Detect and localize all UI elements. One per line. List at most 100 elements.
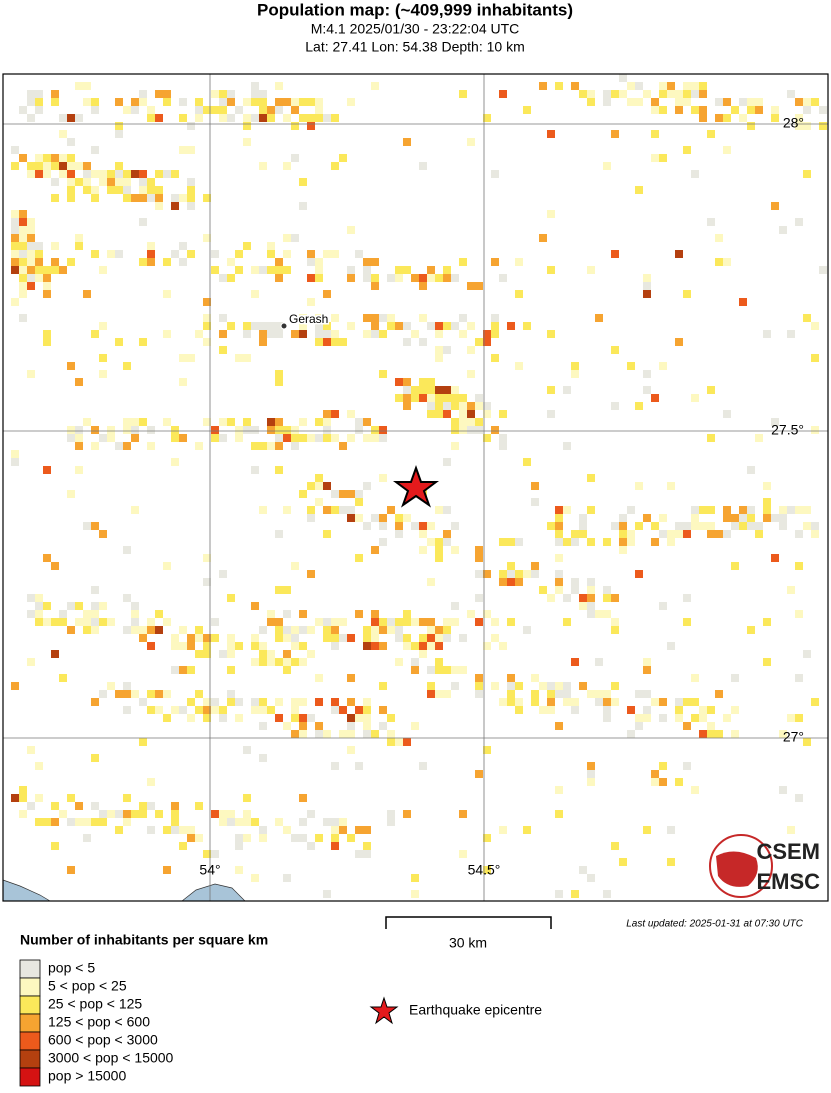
population-cell [395, 530, 403, 538]
lon-label: 54.5° [468, 862, 501, 878]
population-cell [563, 506, 571, 514]
population-cell [571, 578, 579, 586]
population-cell [275, 426, 283, 434]
population-cell [11, 450, 19, 458]
population-cell [123, 194, 131, 202]
population-cell [339, 706, 347, 714]
population-cell [331, 762, 339, 770]
population-cell [123, 810, 131, 818]
population-cell [203, 194, 211, 202]
population-cell [275, 586, 283, 594]
population-cell [739, 522, 747, 530]
population-cell [475, 690, 483, 698]
population-cell [75, 378, 83, 386]
population-cell [403, 394, 411, 402]
population-cell [603, 90, 611, 98]
population-cell [283, 162, 291, 170]
population-cell [147, 178, 155, 186]
population-cell [419, 522, 427, 530]
population-cell [315, 834, 323, 842]
population-cell [459, 410, 467, 418]
population-cell [331, 618, 339, 626]
population-cell [347, 634, 355, 642]
population-cell [259, 338, 267, 346]
population-cell [243, 138, 251, 146]
legend-swatch [19, 1049, 41, 1069]
population-cell [67, 178, 75, 186]
population-cell [99, 602, 107, 610]
population-cell [427, 538, 435, 546]
population-cell [579, 514, 587, 522]
population-cell [395, 634, 403, 642]
population-cell [227, 666, 235, 674]
population-cell [347, 226, 355, 234]
population-cell [91, 802, 99, 810]
population-cell [155, 610, 163, 618]
population-cell [67, 138, 75, 146]
population-cell [323, 290, 331, 298]
population-cell [59, 162, 67, 170]
population-cell [283, 114, 291, 122]
population-cell [747, 514, 755, 522]
population-cell [99, 434, 107, 442]
population-cell [299, 730, 307, 738]
population-cell [211, 850, 219, 858]
population-cell [139, 186, 147, 194]
population-cell [99, 618, 107, 626]
population-cell [91, 106, 99, 114]
population-cell [67, 602, 75, 610]
population-cell [595, 698, 603, 706]
population-cell [83, 418, 91, 426]
population-cell [259, 98, 267, 106]
population-cell [499, 826, 507, 834]
population-cell [299, 322, 307, 330]
population-cell [171, 194, 179, 202]
population-cell [275, 818, 283, 826]
population-cell [691, 170, 699, 178]
population-cell [555, 586, 563, 594]
population-cell [467, 402, 475, 410]
population-cell [51, 562, 59, 570]
population-cell [459, 426, 467, 434]
legend-label: pop > 15000 [48, 1068, 126, 1084]
population-cell [651, 106, 659, 114]
population-cell [291, 714, 299, 722]
population-cell [171, 434, 179, 442]
population-cell [323, 418, 331, 426]
population-cell [251, 290, 259, 298]
population-cell [811, 354, 819, 362]
population-cell [259, 266, 267, 274]
population-cell [795, 874, 803, 882]
population-cell [211, 90, 219, 98]
population-cell [355, 498, 363, 506]
population-cell [227, 90, 235, 98]
population-cell [227, 114, 235, 122]
population-cell [323, 634, 331, 642]
population-cell [555, 530, 563, 538]
population-cell [299, 818, 307, 826]
legend-swatch [19, 1013, 41, 1033]
population-cell [363, 434, 371, 442]
population-cell [83, 186, 91, 194]
population-cell [19, 250, 27, 258]
population-cell [699, 82, 707, 90]
population-cell [363, 826, 371, 834]
population-cell [27, 282, 35, 290]
population-cell [539, 234, 547, 242]
population-cell [187, 250, 195, 258]
population-cell [635, 570, 643, 578]
title: Population map: (~409,999 inhabitants) [257, 0, 573, 19]
population-cell [75, 242, 83, 250]
population-cell [419, 634, 427, 642]
population-cell [163, 258, 171, 266]
population-cell [123, 170, 131, 178]
population-cell [235, 714, 243, 722]
population-cell [819, 266, 827, 274]
population-cell [403, 642, 411, 650]
population-cell [315, 322, 323, 330]
population-cell [211, 618, 219, 626]
population-cell [35, 154, 43, 162]
population-cell [163, 90, 171, 98]
population-cell [171, 802, 179, 810]
